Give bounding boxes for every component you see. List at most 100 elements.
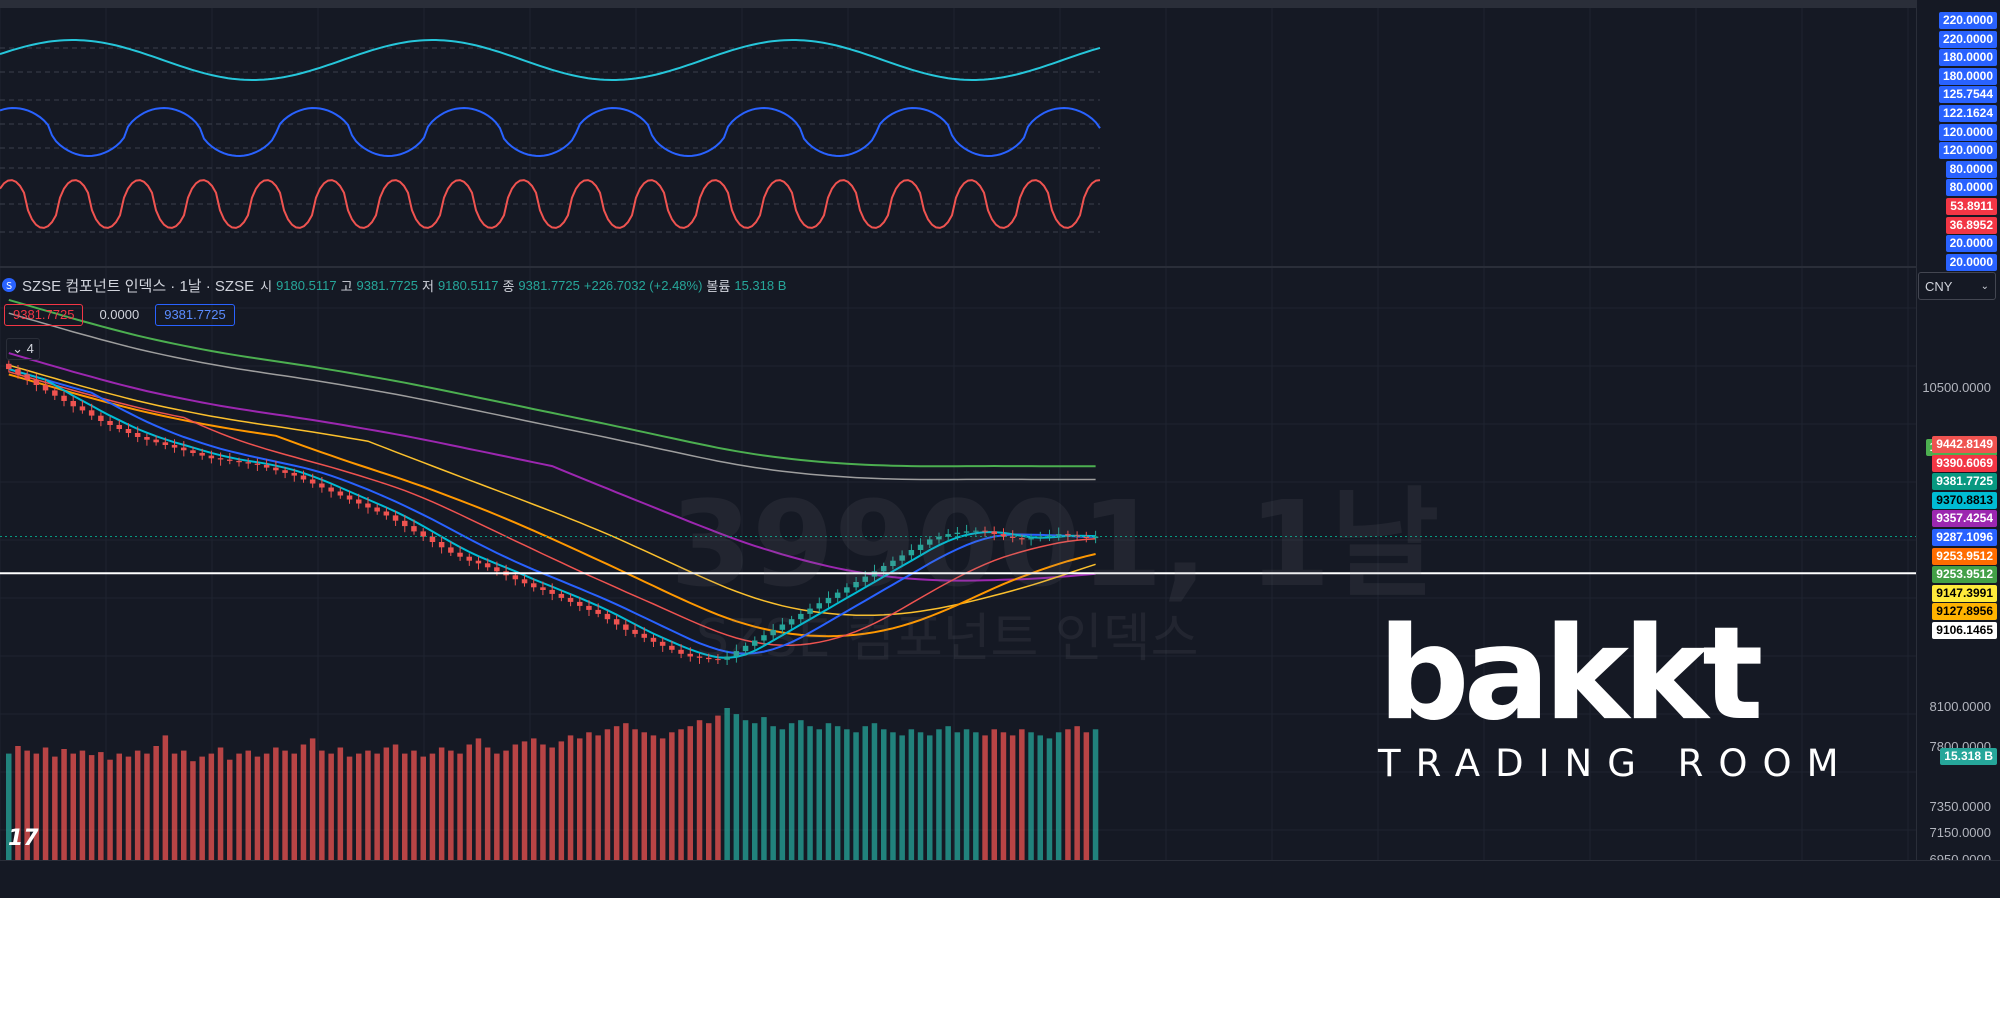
tradingview-logo-icon[interactable]: 17 [8,826,39,851]
volume-bar [917,732,924,860]
volume-bar [484,747,491,860]
pane-separator[interactable] [0,266,1916,268]
volume-bar [134,750,141,860]
volume-bar [991,729,997,860]
volume-bar [190,761,196,860]
volume-bar [761,717,767,860]
buy-price-badge[interactable]: 9381.7725 [155,304,235,326]
candle-body [982,530,988,532]
candle-body [650,637,657,642]
osc-line [0,106,1101,158]
price-tick-label: 7350.0000 [1929,799,1991,814]
logo-tagline: TRADING ROOM [1378,742,1854,785]
candle-body [6,363,12,370]
currency-value: CNY [1925,279,1953,294]
volume-bar [319,750,325,860]
volume-bar [604,729,611,860]
candle-body [632,629,638,634]
volume-bar [577,738,583,860]
volume-bar [1009,735,1016,860]
oscillator-panel[interactable] [0,8,1916,266]
candle-body [742,645,749,652]
candle-body [300,475,307,480]
candle-body [1083,536,1090,538]
volume-bar [521,741,528,860]
volume-label: 볼륨 [706,278,731,294]
osc-scale-label: 120.0000 [1938,123,1997,141]
osc-scale-label: 180.0000 [1938,49,1997,67]
symbol-watermark-subtitle: SZSE 컴포넌트 인덱스 [696,609,1199,669]
volume-value: 15.318 B [734,277,787,293]
volume-bar [448,750,454,860]
volume-bar [356,753,362,860]
volume-bar [982,735,988,860]
volume-bar [871,723,878,860]
candle-body [834,592,841,598]
price-axis-label: 9381.7725 [1932,473,1997,490]
volume-bar [153,746,159,860]
osc-scale-label: 36.8952 [1945,216,1997,234]
candle-body [512,575,519,580]
sell-price-badge[interactable]: 9381.7725 [4,304,84,326]
time-scale[interactable] [0,860,2000,898]
volume-bar [567,735,574,860]
symbol-title[interactable]: SZSE 컴포넌트 인덱스 · 1날 · SZSE [22,277,255,295]
candle-body [595,609,601,614]
currency-select[interactable]: CNY ⌄ [1918,272,1996,300]
volume-bar [88,755,95,860]
chart-app: 399001, 1날 SZSE 컴포넌트 인덱스 Ｓ SZSE 컴포넌트 인덱스… [0,0,2000,898]
candle-body [623,624,629,630]
volume-bar [42,747,49,860]
osc-scale-label: 220.0000 [1938,12,1997,29]
candle-body [890,560,896,566]
candle-body [291,472,297,476]
volume-bar [365,750,371,860]
volume-bar [752,723,758,860]
candle-body [908,550,915,556]
high-value: 9381.7725 [356,277,418,293]
candle-body [402,520,408,527]
price-panel[interactable] [0,268,1916,860]
volume-bar [531,738,537,860]
volume-bar [798,720,804,860]
volume-axis-label: 15.318 B [1940,748,1997,765]
volume-bar [457,753,463,860]
price-scale[interactable]: 220.0000 220.0000 180.0000 180.0000 125.7544… [1916,0,2000,867]
volume-bar [125,756,132,860]
candle-body [1019,538,1025,540]
candle-body [374,507,380,512]
candle-body [788,619,795,625]
symbol-legend[interactable]: Ｓ SZSE 컴포넌트 인덱스 · 1날 · SZSE 시 9180.5117 고… [2,274,786,296]
candle-body [715,659,721,661]
candle-body [945,534,951,537]
osc-scale-label: 53.8911 [1946,198,1997,215]
volume-bar [890,732,896,860]
volume-bar [1065,729,1071,860]
candle-body [475,560,482,564]
volume-bar [927,735,933,860]
moving-average-line [8,312,1096,481]
low-value: 9180.5117 [437,277,499,293]
candle-body [116,425,122,429]
volume-bar [291,753,297,860]
candle-body [24,374,30,380]
high-label: 고 [340,278,353,294]
candle-body [484,563,491,568]
volume-bar [641,732,647,860]
osc-scale-label: 80.0000 [1945,179,1997,197]
candle-body [236,460,242,463]
candle-body [254,463,261,465]
volume-bar [374,753,380,860]
volume-bar [392,744,399,860]
volume-bar [24,750,30,860]
low-label: 저 [421,278,434,294]
indicator-count: 4 [26,341,34,356]
volume-bar [963,729,970,860]
price-axis-label: 9390.6069 [1932,455,1997,472]
volume-bar [61,749,67,860]
osc-scale-label: 220.0000 [1938,30,1997,48]
indicator-toggle-button[interactable]: ⌄ 4 [6,338,40,360]
volume-bar [429,753,436,860]
candle-body [973,530,979,532]
candle-body [862,576,868,582]
